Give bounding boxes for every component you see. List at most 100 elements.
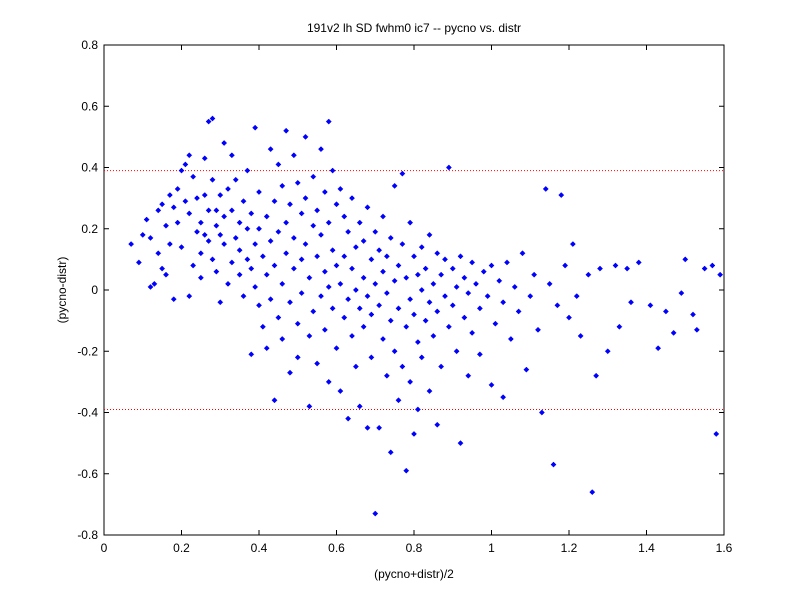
data-point — [271, 262, 278, 269]
data-point — [279, 280, 286, 287]
data-point — [411, 253, 417, 260]
data-point — [213, 268, 220, 275]
data-point — [333, 201, 340, 208]
data-point — [197, 250, 204, 257]
data-point — [356, 219, 363, 226]
data-point — [209, 256, 216, 263]
data-point — [178, 244, 185, 251]
data-point — [562, 262, 569, 269]
data-point — [690, 311, 696, 318]
data-point — [380, 336, 386, 342]
data-point — [290, 152, 297, 159]
data-point — [345, 296, 352, 303]
data-point — [240, 198, 247, 205]
data-point — [310, 308, 317, 315]
data-point — [597, 265, 603, 272]
data-point — [321, 326, 328, 333]
data-point — [550, 461, 557, 468]
data-point — [372, 280, 379, 287]
data-point — [356, 403, 363, 410]
data-point — [139, 231, 146, 238]
data-point — [287, 369, 293, 376]
data-point — [244, 225, 251, 232]
data-point — [290, 234, 297, 241]
data-point — [360, 323, 367, 330]
data-point — [473, 280, 479, 287]
data-point — [302, 133, 309, 140]
data-point — [290, 265, 297, 272]
data-point — [352, 287, 359, 293]
data-point — [263, 213, 270, 220]
data-point — [504, 259, 510, 266]
data-point — [186, 293, 193, 300]
data-point — [488, 262, 495, 269]
data-point — [465, 290, 472, 297]
data-point — [418, 287, 425, 293]
data-point — [221, 140, 228, 146]
data-point — [232, 234, 239, 241]
data-point — [430, 332, 437, 339]
y-tick-label: -0.4 — [77, 406, 98, 420]
data-point — [453, 283, 460, 290]
data-point — [430, 280, 437, 287]
data-point — [252, 241, 259, 248]
data-point — [294, 179, 301, 186]
data-point — [352, 244, 359, 251]
data-point — [693, 326, 700, 333]
data-point — [318, 293, 324, 300]
data-point — [147, 283, 154, 290]
y-tick-label: -0.8 — [77, 528, 98, 542]
data-point — [546, 280, 553, 287]
data-point — [624, 265, 631, 272]
data-point — [337, 185, 344, 192]
data-point — [194, 195, 200, 202]
x-tick-label: 1.6 — [716, 541, 733, 555]
data-point — [407, 378, 414, 385]
data-point — [190, 173, 197, 180]
data-point — [380, 213, 386, 220]
data-point — [325, 378, 332, 385]
data-point — [500, 299, 507, 306]
data-point — [527, 293, 534, 300]
data-point — [372, 228, 379, 235]
data-point — [333, 345, 340, 352]
data-point — [635, 259, 642, 266]
data-point — [360, 238, 367, 244]
data-point — [356, 305, 363, 312]
data-point — [496, 277, 503, 284]
data-point — [434, 250, 441, 257]
data-point — [321, 189, 328, 195]
data-point — [554, 302, 561, 309]
data-point — [170, 204, 177, 211]
data-point — [391, 348, 398, 355]
x-tick-label: 1 — [488, 541, 495, 555]
data-point — [306, 274, 313, 281]
data-points — [128, 115, 724, 517]
data-point — [376, 302, 383, 309]
data-point — [569, 241, 576, 248]
data-point — [287, 201, 293, 208]
data-point — [329, 247, 336, 254]
data-point — [318, 231, 324, 238]
chart-title: 191v2 lh SD fwhm0 ic7 -- pycno vs. distr — [307, 21, 521, 35]
data-point — [399, 241, 406, 248]
data-point — [442, 256, 448, 263]
data-point — [457, 253, 464, 260]
data-point — [507, 336, 514, 342]
data-point — [248, 351, 255, 358]
data-point — [228, 259, 235, 266]
data-point — [585, 271, 592, 278]
data-point — [593, 372, 600, 379]
data-point — [426, 299, 433, 306]
data-point — [306, 332, 313, 339]
data-point — [217, 192, 224, 199]
data-point — [275, 314, 282, 321]
data-point — [445, 164, 452, 171]
data-point — [182, 161, 189, 168]
data-point — [476, 351, 483, 358]
data-point — [372, 510, 379, 517]
data-point — [395, 262, 402, 269]
data-point — [395, 305, 402, 312]
x-tick-label: 0.4 — [251, 541, 268, 555]
data-point — [442, 293, 448, 300]
